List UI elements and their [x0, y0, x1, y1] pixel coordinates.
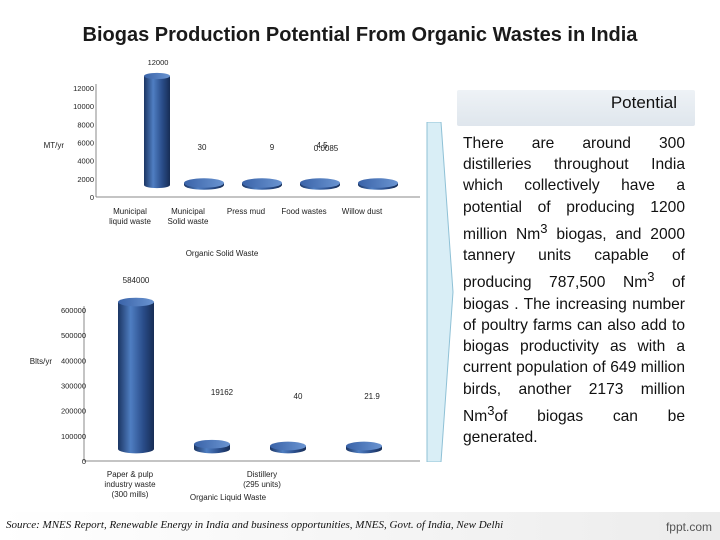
y-tick-label: 500000 — [61, 331, 86, 340]
y-tick-label: 600000 — [61, 306, 86, 315]
chart-title: Organic Solid Waste — [186, 249, 259, 258]
source-citation: Source: MNES Report, Renewable Energy in… — [6, 519, 504, 531]
bar-cap-0 — [144, 72, 170, 80]
slide-title: Biogas Production Potential From Organic… — [82, 24, 638, 46]
bar-cap-2 — [270, 441, 306, 451]
bar-cap-0 — [118, 297, 154, 307]
x-tick-label-0: (300 mills) — [112, 490, 149, 499]
x-tick-label-1: Solid waste — [168, 217, 209, 226]
data-label-3: 21.9 — [364, 392, 380, 401]
x-tick-label-1: (295 units) — [243, 480, 281, 489]
x-tick-label-2: Press mud — [227, 207, 265, 216]
x-tick-label-0: liquid waste — [109, 217, 151, 226]
bar-cap-2 — [242, 178, 282, 188]
callout-arrow-icon — [426, 122, 454, 462]
potential-description: There are around 300 distilleries throug… — [463, 135, 685, 447]
y-tick-label: 10000 — [73, 102, 94, 111]
bar-cap-3 — [300, 178, 340, 188]
data-label-1: 30 — [198, 143, 207, 152]
data-label-1: 19162 — [211, 388, 234, 397]
bar-cap-3 — [346, 441, 382, 451]
y-axis-label: MT/yr — [44, 141, 65, 150]
y-tick-label: 0 — [82, 457, 86, 466]
data-label-4: 0.0085 — [314, 144, 339, 153]
x-tick-label-1: Distillery — [247, 470, 277, 479]
brand-logo: fppt.com — [665, 520, 712, 534]
chart-title: Organic Liquid Waste — [190, 493, 267, 502]
y-tick-label: 400000 — [61, 356, 86, 365]
x-tick-label-3: Food wastes — [281, 207, 326, 216]
y-tick-label: 12000 — [73, 84, 94, 93]
y-tick-label: 2000 — [77, 175, 94, 184]
bar-cap-1 — [184, 178, 224, 188]
footer-band — [0, 512, 720, 540]
y-tick-label: 100000 — [61, 432, 86, 441]
y-tick-label: 300000 — [61, 382, 86, 391]
top-value-label: 12000 — [148, 58, 169, 67]
y-tick-label: 0 — [90, 193, 94, 202]
data-label-0: 584000 — [123, 276, 150, 285]
x-tick-label-0: Municipal — [113, 207, 147, 216]
y-axis-label: Blts/yr — [30, 357, 53, 366]
bar-cap-4 — [358, 178, 398, 188]
x-tick-label-1: Municipal — [171, 207, 205, 216]
potential-label: Potential — [457, 90, 695, 126]
y-tick-label: 8000 — [77, 120, 94, 129]
liquid-waste-chart: 0 100000 200000 300000 400000 500000 600000 Blt… — [30, 276, 420, 502]
data-label-2: 9 — [270, 143, 275, 152]
x-tick-label-4: Willow dust — [342, 207, 383, 216]
y-tick-label: 4000 — [77, 157, 94, 166]
bar-0 — [118, 302, 154, 454]
x-tick-label-0: industry waste — [104, 480, 156, 489]
y-tick-label: 200000 — [61, 407, 86, 416]
y-tick-label: 6000 — [77, 139, 94, 148]
data-label-3: 4.5 — [316, 141, 328, 150]
solid-waste-chart: 0 2000 4000 6000 8000 10000 12000 MT/yr 12000 Mun… — [44, 58, 420, 258]
x-tick-label-0: Paper & pulp — [107, 470, 154, 479]
bar-0 — [144, 76, 170, 189]
bar-cap-1 — [194, 439, 230, 449]
data-label-2: 40 — [294, 392, 303, 401]
